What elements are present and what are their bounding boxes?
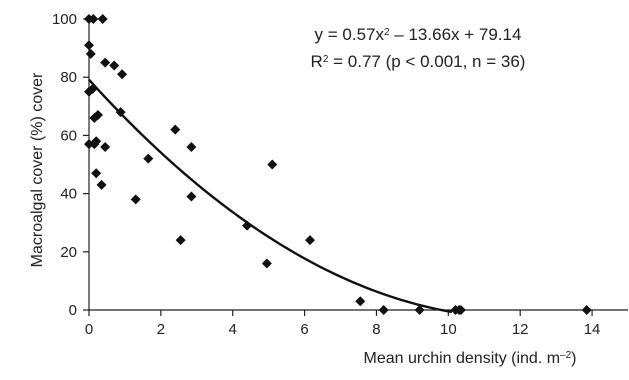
data-point — [242, 220, 253, 231]
x-tick-label: 10 — [440, 321, 457, 338]
x-tick-label: 6 — [300, 321, 308, 338]
trendline — [88, 78, 453, 314]
data-point — [186, 142, 197, 153]
y-axis-title: Macroalgal cover (%) cover — [29, 72, 46, 267]
equation-annotation: y = 0.57x2 – 13.66x + 79.14 — [315, 25, 522, 44]
data-point — [355, 296, 366, 307]
x-tick-label: 2 — [157, 321, 165, 338]
x-tick-label: 12 — [512, 321, 529, 338]
data-point — [143, 153, 154, 164]
x-axis-title-end: ) — [571, 350, 576, 367]
data-point — [115, 107, 126, 118]
data-point — [85, 48, 96, 59]
x-axis-title: Mean urchin density (ind. m–2) — [364, 350, 577, 368]
data-point — [100, 142, 111, 153]
data-point — [304, 235, 315, 246]
data-point — [91, 168, 102, 179]
data-point — [84, 40, 94, 51]
x-tick-label: 14 — [584, 321, 601, 338]
plot-area: 0 20 40 60 80 100 0 2 4 6 8 10 12 14 — [52, 11, 628, 338]
x-tick-label: 4 — [229, 321, 237, 338]
data-point — [130, 194, 141, 205]
x-tick-label: 0 — [85, 321, 93, 338]
x-tick-label: 8 — [372, 321, 380, 338]
equation-main: y = 0.57x — [315, 25, 385, 44]
data-point — [117, 69, 128, 80]
data-point — [455, 305, 466, 315]
data-point — [89, 139, 100, 150]
r-squared-rest: = 0.77 (p < 0.001, n = 36) — [328, 52, 525, 71]
r-squared-sup: 2 — [323, 54, 329, 65]
data-point — [170, 124, 181, 135]
data-point — [175, 235, 186, 246]
equation-rest: – 13.66x + 79.14 — [390, 25, 522, 44]
data-point — [581, 305, 592, 315]
x-axis-title-sup: –2 — [560, 350, 572, 361]
data-point — [267, 159, 278, 170]
r-squared-main: R — [311, 52, 323, 71]
data-point — [414, 305, 425, 315]
data-point — [87, 83, 98, 94]
y-tick-label: 100 — [52, 11, 77, 28]
equation-sup: 2 — [384, 27, 390, 38]
data-point — [100, 57, 111, 68]
data-point — [97, 14, 108, 24]
data-point — [109, 60, 120, 71]
data-point — [378, 305, 389, 315]
y-tick-label: 0 — [69, 302, 77, 319]
y-tick-label: 80 — [60, 69, 77, 86]
data-point — [88, 14, 99, 24]
y-tick-label: 60 — [60, 127, 77, 144]
x-axis-title-main: Mean urchin density (ind. m — [364, 350, 561, 367]
data-point — [84, 139, 94, 150]
data-point — [92, 110, 103, 121]
r-squared-annotation: R2 = 0.77 (p < 0.001, n = 36) — [311, 52, 526, 71]
data-point — [186, 191, 197, 202]
y-tick-label: 40 — [60, 186, 77, 203]
data-point — [261, 258, 272, 269]
data-point — [96, 179, 107, 190]
y-tick-label: 20 — [60, 244, 77, 261]
